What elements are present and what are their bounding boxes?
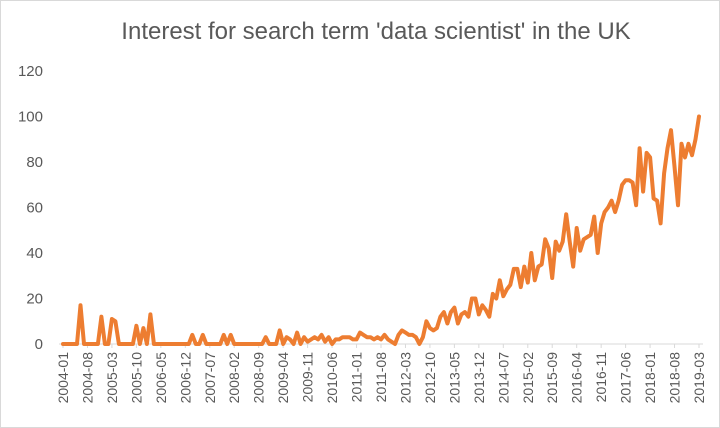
x-tick-label: 2011-08	[373, 352, 389, 403]
x-tick-label: 2004-01	[55, 352, 71, 404]
x-tick-label: 2010-06	[324, 352, 340, 404]
x-tick-label: 2013-12	[471, 352, 487, 404]
x-tick-label: 2016-04	[569, 352, 585, 404]
x-tick-label: 2017-06	[618, 352, 634, 404]
x-tick-label: 2009-04	[275, 352, 291, 404]
x-tick-label: 2005-10	[128, 352, 144, 404]
y-tick-label: 100	[18, 109, 43, 126]
x-tick-label: 2018-01	[642, 352, 658, 404]
y-tick-label: 20	[26, 291, 43, 308]
series-line	[61, 114, 701, 346]
x-tick-label: 2009-11	[300, 352, 316, 403]
y-tick-label: 60	[26, 200, 43, 217]
y-tick-label: 40	[26, 245, 43, 262]
x-tick-label: 2012-03	[397, 352, 413, 404]
y-tick-label: 0	[35, 336, 43, 353]
x-tick-label: 2018-08	[667, 352, 683, 404]
x-tick-label: 2014-07	[495, 352, 511, 404]
x-tick-label: 2019-03	[691, 352, 707, 404]
x-tick-label: 2013-05	[446, 352, 462, 404]
y-tick-label: 120	[18, 63, 43, 80]
x-tick-label: 2016-11	[593, 352, 609, 403]
x-tick-label: 2008-02	[226, 352, 242, 404]
x-tick-label: 2007-07	[202, 352, 218, 404]
x-tick-label: 2005-03	[104, 352, 120, 404]
x-tick-label: 2011-01	[349, 352, 365, 403]
x-tick-label: 2006-05	[153, 352, 169, 404]
x-axis: 2004-01 2004-08 2005-03 2005-10 2006-05 2006-…	[55, 344, 707, 403]
chart-title: Interest for search term 'data scientist…	[121, 18, 630, 45]
series-group	[61, 114, 701, 346]
x-tick-label: 2015-02	[520, 352, 536, 404]
y-tick-label: 80	[26, 154, 43, 171]
y-axis: 0 20 40 60 80 100 120	[18, 63, 43, 353]
x-tick-label: 2008-09	[251, 352, 267, 404]
x-tick-label: 2015-09	[544, 352, 560, 404]
x-tick-label: 2006-12	[177, 352, 193, 404]
x-tick-label: 2004-08	[79, 352, 95, 404]
x-tick-label: 2012-10	[422, 352, 438, 404]
